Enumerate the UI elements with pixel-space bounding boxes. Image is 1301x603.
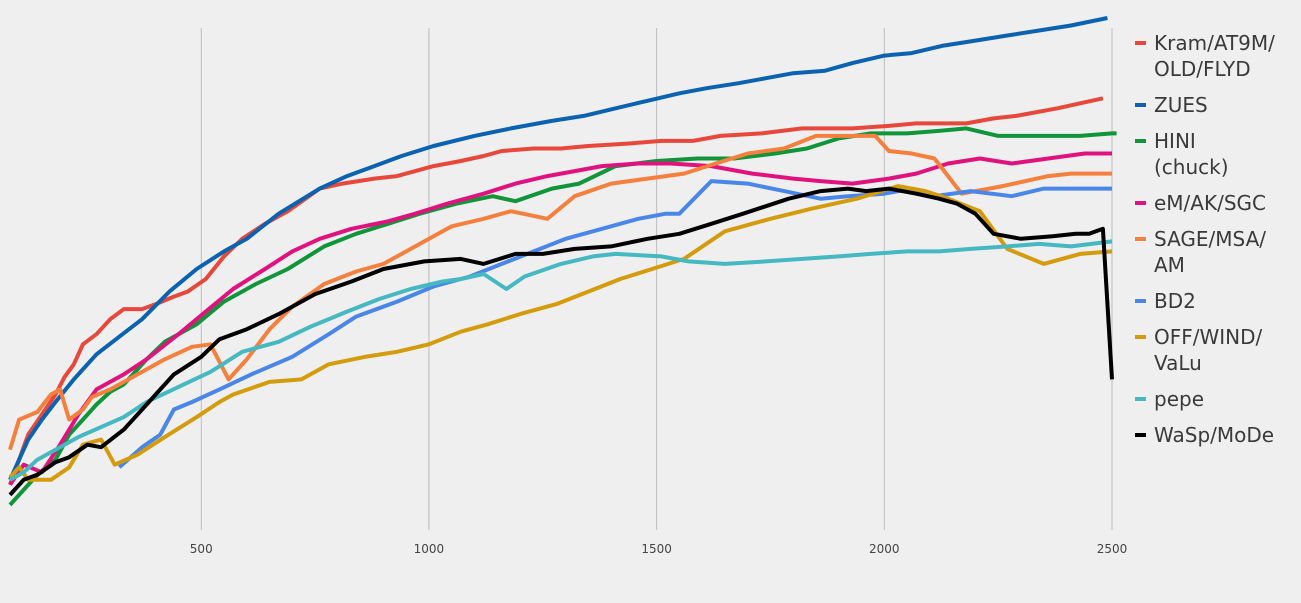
x-tick-label: 2000 (869, 542, 900, 556)
vertical-gridlines (200, 28, 1113, 530)
legend-label: eM/AK/SGC (1154, 191, 1266, 215)
legend-label: OFF/WIND/ (1154, 325, 1263, 349)
series-line-zues (8, 16, 1108, 481)
x-tick-label: 500 (190, 542, 213, 556)
series-lines (8, 16, 1117, 507)
legend-label: ZUES (1154, 93, 1208, 117)
legend-label: WaSp/MoDe (1154, 423, 1274, 447)
legend-label: VaLu (1154, 351, 1202, 375)
legend: Kram/AT9M/OLD/FLYD ZUES HINI(chuck) eM/AK/S… (1135, 31, 1275, 447)
legend-label: OLD/FLYD (1154, 57, 1251, 81)
x-tick-label: 2500 (1097, 542, 1128, 556)
x-tick-label: 1000 (414, 542, 445, 556)
legend-label: HINI (1154, 129, 1196, 153)
series-line-hini-chuck- (8, 126, 1117, 507)
series-line-sage-msa-am (8, 133, 1112, 451)
series-line-kram-at9m-old-flyd (8, 96, 1104, 486)
legend-label: (chuck) (1154, 155, 1229, 179)
x-axis-ticks: 500 1000 1500 2000 2500 (190, 542, 1127, 556)
series-line-off-wind-valu (8, 184, 1113, 482)
legend-label: SAGE/MSA/ (1154, 227, 1266, 251)
legend-label: pepe (1154, 387, 1204, 411)
series-line-em-ak-sgc (8, 151, 1112, 486)
legend-label: AM (1154, 253, 1185, 277)
series-line-wasp-mode (8, 186, 1114, 497)
x-tick-label: 1500 (641, 542, 672, 556)
legend-label: BD2 (1154, 289, 1196, 313)
legend-label: Kram/AT9M/ (1154, 31, 1275, 55)
series-line-pepe (9, 239, 1113, 482)
